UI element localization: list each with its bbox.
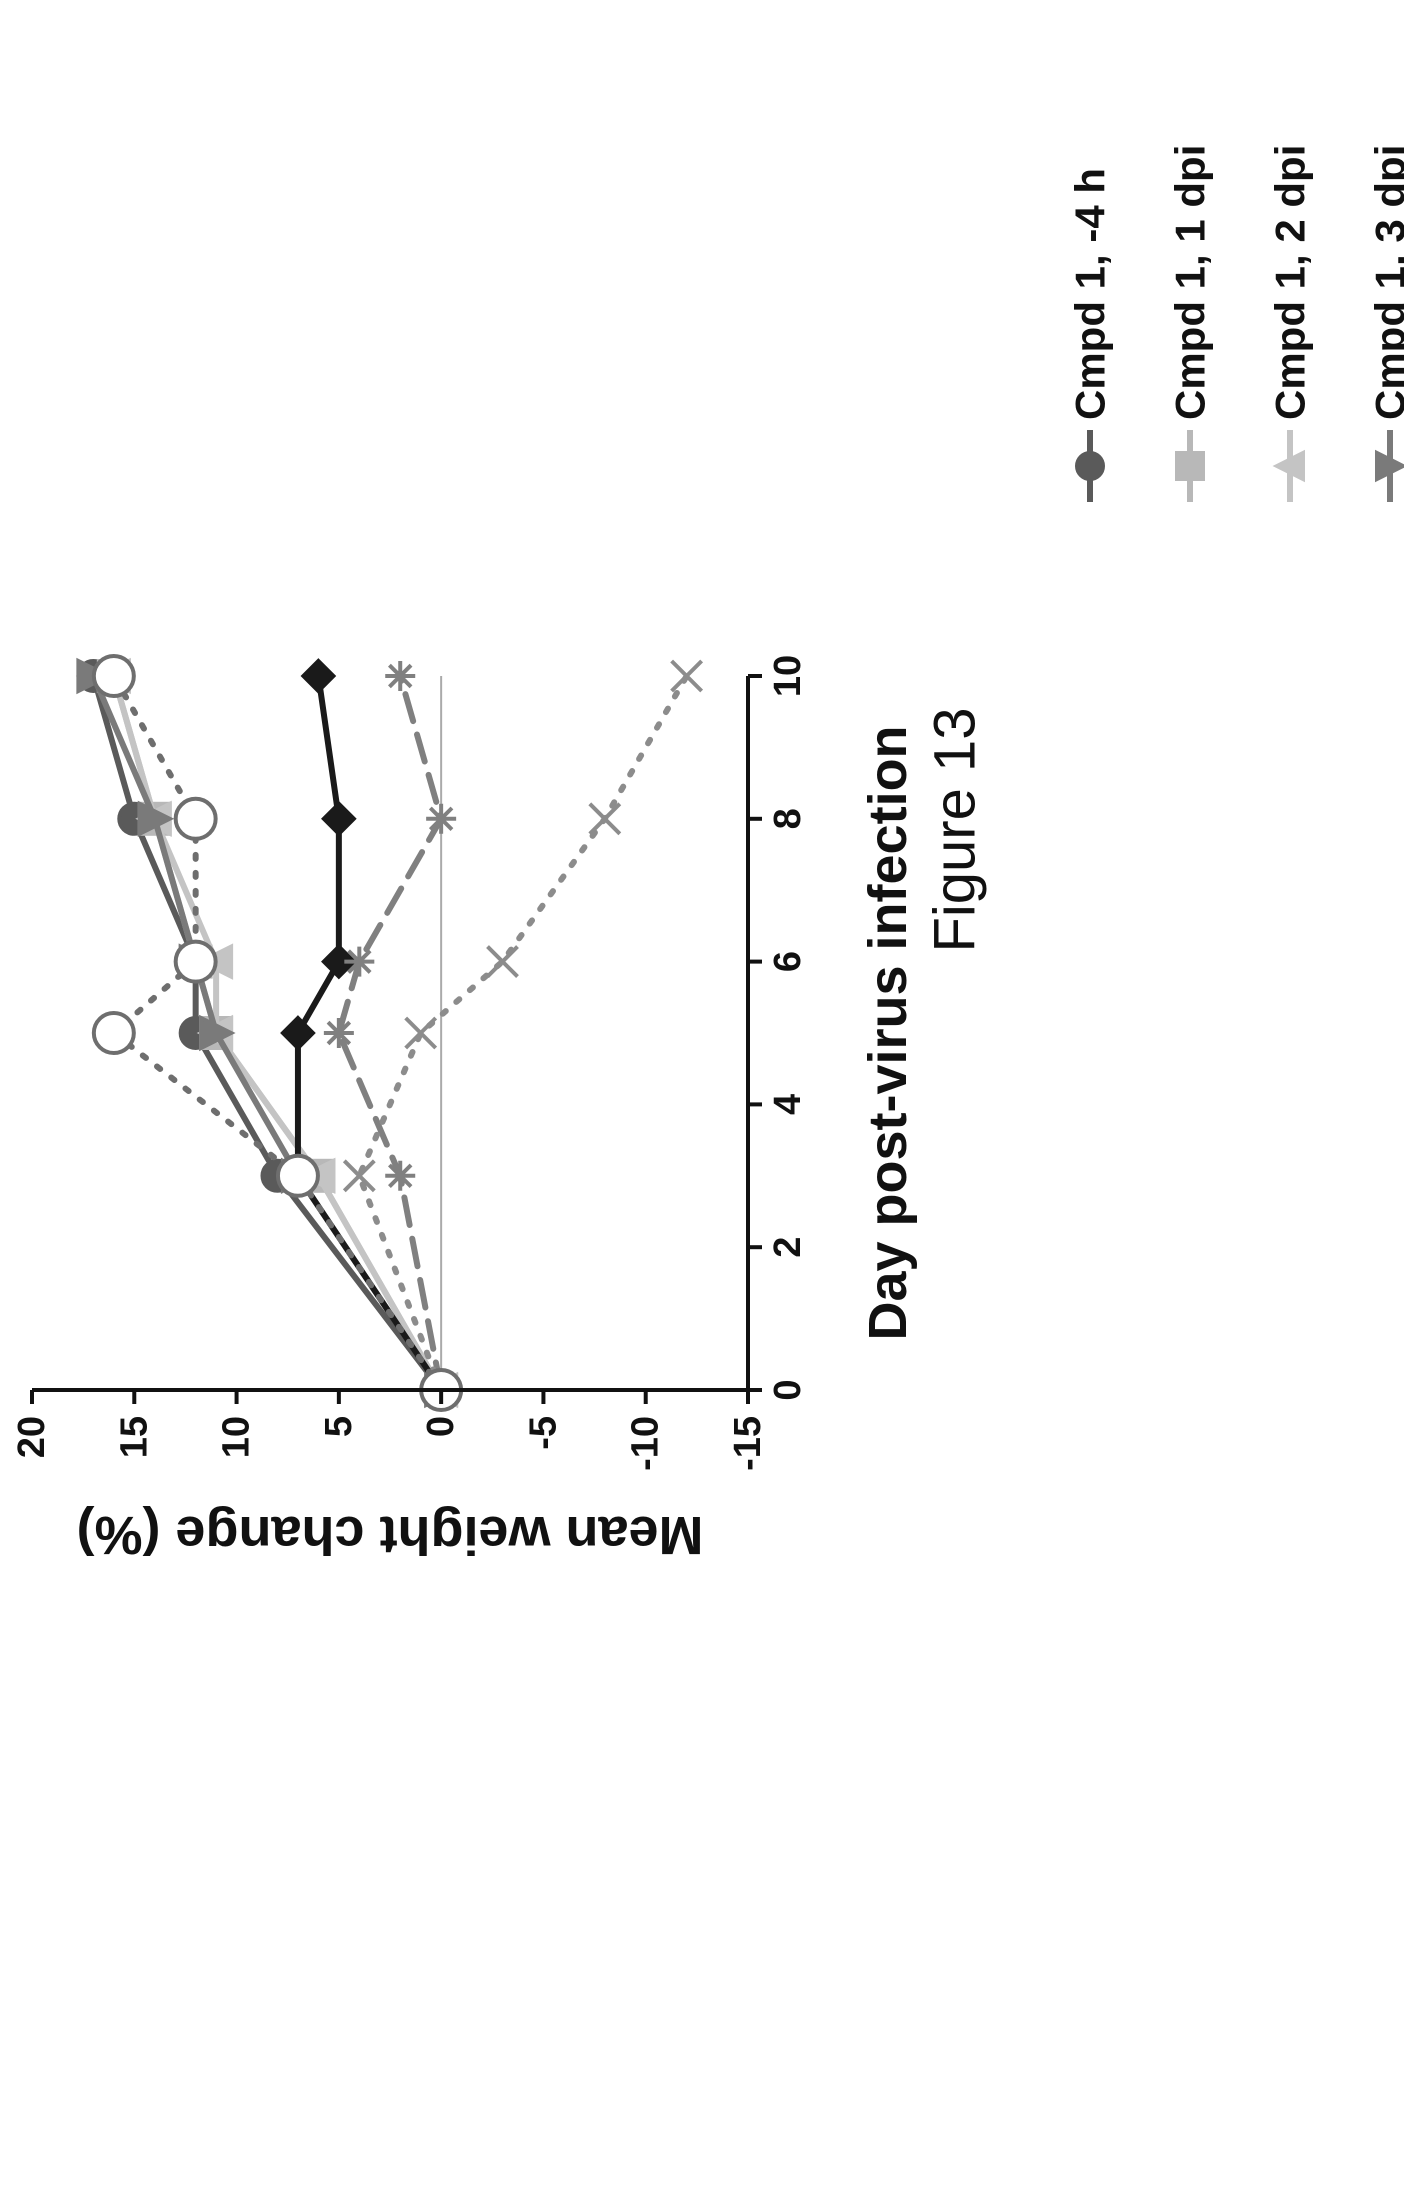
legend-item: Cmpd 1, 2 dpi (1267, 145, 1314, 502)
legend: Cmpd 1, -4 h Cmpd 1, 1 dpi Cmpd 1, 2 dpi Cm… (1067, 145, 1404, 502)
data-point (280, 1015, 316, 1051)
data-point (486, 945, 519, 979)
legend-item: Cmpd 1, 1 dpi (1167, 145, 1214, 502)
data-point (344, 946, 375, 977)
x-tick-label: 2 (767, 1237, 809, 1258)
figure-caption: Figure 13 (923, 707, 988, 952)
data-point (385, 661, 416, 691)
x-tick-label: 10 (767, 655, 809, 697)
data-point (321, 943, 357, 980)
y-axis-title: Mean weight change (%) (76, 1505, 703, 1565)
data-point (275, 1153, 320, 1198)
series-line (335, 673, 445, 1393)
y-tick-label: 0 (420, 1416, 462, 1437)
legend-item: Cmpd 1, -4 h (1067, 168, 1114, 502)
y-axis-ticks: -15 -10 -5 0 5 10 15 20 (11, 1390, 769, 1471)
line-chart: -15 -10 -5 0 5 10 15 20 0 2 4 6 8 10 Mean weight cha… (11, 654, 918, 1565)
data-point (404, 1016, 438, 1050)
data-point (173, 796, 218, 841)
data-point (300, 658, 337, 694)
data-point (670, 659, 704, 693)
legend-label: Cmpd 1, -4 h (1067, 168, 1114, 420)
legend-label: Cmpd 1, 2 dpi (1267, 145, 1314, 420)
legend-marker (1375, 449, 1404, 483)
y-tick-label: -5 (522, 1416, 564, 1450)
legend-label: Cmpd 1, 3 dpi (1367, 145, 1404, 420)
legend-item: Cmpd 1, 3 dpi (1367, 145, 1404, 502)
legend-marker (1272, 449, 1305, 483)
legend-marker (1075, 451, 1105, 481)
x-tick-label: 4 (767, 1094, 809, 1115)
data-point (91, 654, 136, 698)
axes-layer (32, 676, 750, 1392)
y-tick-label: 20 (11, 1416, 53, 1458)
legend-marker (1175, 451, 1205, 481)
y-tick-label: -15 (727, 1416, 769, 1471)
x-axis-ticks: 0 2 4 6 8 10 (748, 655, 809, 1401)
y-tick-label: -10 (625, 1416, 667, 1471)
data-point (321, 800, 357, 837)
data-point (173, 939, 218, 984)
series-line (90, 673, 445, 1393)
series-line (110, 673, 445, 1393)
x-tick-label: 6 (767, 951, 809, 972)
data-point (588, 802, 622, 836)
series-line (110, 673, 445, 1393)
y-tick-label: 5 (318, 1416, 360, 1437)
data-point (342, 1159, 376, 1193)
data-point (426, 803, 457, 834)
legend-label: Cmpd 1, 1 dpi (1167, 145, 1214, 420)
x-axis-title: Day post-virus infection (858, 725, 918, 1340)
data-point (91, 1011, 136, 1055)
data-point (385, 1160, 416, 1191)
x-tick-label: 8 (767, 808, 809, 829)
data-point (199, 1014, 236, 1052)
series-8 (91, 654, 464, 1412)
data-point (323, 1018, 354, 1048)
y-tick-label: 15 (113, 1416, 155, 1458)
x-tick-label: 0 (767, 1379, 809, 1400)
series-layer (76, 654, 704, 1412)
y-tick-label: 10 (216, 1416, 258, 1458)
data-point (137, 800, 175, 838)
